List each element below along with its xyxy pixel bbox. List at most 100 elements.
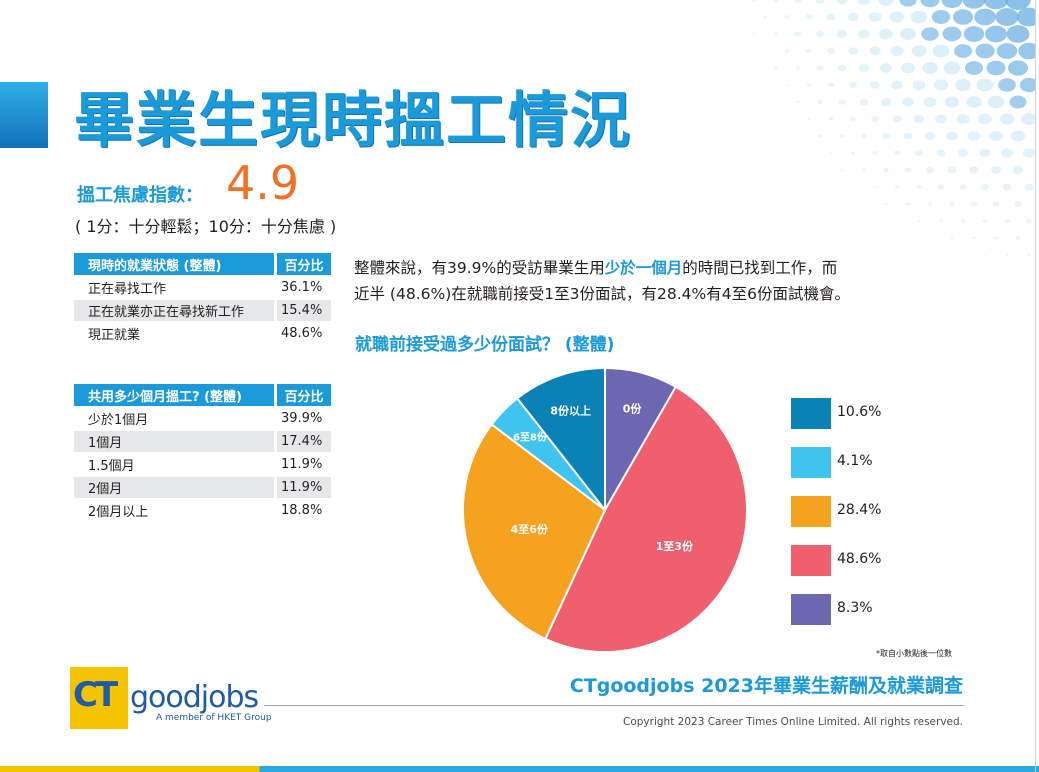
decorative-dot <box>993 236 999 240</box>
decorative-dot <box>1014 201 1022 207</box>
decorative-dot <box>1001 148 1013 158</box>
decorative-dot <box>921 27 939 41</box>
decorative-dot <box>964 61 984 75</box>
decorative-dot <box>942 26 962 42</box>
decorative-dot <box>940 254 942 256</box>
decorative-dot <box>907 237 909 239</box>
decorative-dot <box>815 0 825 4</box>
decorative-dot <box>742 16 744 18</box>
legend-label: 10.6% <box>837 404 882 420</box>
chart-footnote: *取自小數點後一位數 <box>876 649 952 658</box>
row-label: 正在尋找工作 <box>74 277 277 298</box>
decorative-dot <box>857 29 871 39</box>
decorative-dot <box>982 219 988 223</box>
row-value: 17.4% <box>277 431 331 452</box>
decorative-dot <box>944 96 960 108</box>
decorative-dot <box>890 45 904 57</box>
decorative-dot <box>913 114 925 124</box>
decorative-dot <box>969 166 979 174</box>
decorative-dot <box>899 0 917 7</box>
decorative-dot <box>795 66 801 70</box>
pie-slice-label: 8份以上 <box>550 404 591 418</box>
decorative-dot <box>998 78 1016 92</box>
decorative-dot <box>984 254 986 256</box>
decorative-dot <box>836 30 848 38</box>
decorative-dot <box>784 15 790 19</box>
decorative-dot <box>952 9 974 25</box>
decorative-dot <box>848 47 858 55</box>
row-value: 18.8% <box>281 503 323 518</box>
pie-slice-label: 6至8份 <box>513 430 548 443</box>
row-value: 15.4% <box>277 300 331 321</box>
table-row: 1.5個月 11.9% <box>74 454 331 475</box>
decorative-dot <box>949 201 955 207</box>
decorative-dot <box>827 48 835 54</box>
decorative-dot <box>893 150 901 156</box>
decorative-dot <box>764 84 766 86</box>
months-to-find-job-table: 共用多少個月搵工? (整體) 百分比 少於1個月 39.9% 1個月 17.4%… <box>74 382 331 523</box>
decorative-dot <box>960 219 966 223</box>
legend-label: 28.4% <box>837 502 882 518</box>
decorative-dot <box>785 84 789 86</box>
decorative-dot <box>818 134 822 138</box>
decorative-dot <box>1027 253 1031 257</box>
decorative-dot <box>731 33 733 35</box>
decorative-dot <box>763 50 767 52</box>
decorative-dot <box>794 0 802 3</box>
decorative-dot <box>967 131 981 141</box>
decorative-dot <box>849 81 857 89</box>
decorative-dot <box>903 132 913 140</box>
decorative-dot <box>883 167 889 173</box>
decorative-dot <box>980 183 990 191</box>
decorative-dot <box>839 134 845 138</box>
decorative-dot <box>970 201 978 207</box>
decorative-dot <box>870 81 880 89</box>
decorative-dot <box>815 30 825 38</box>
decorative-dot <box>946 131 958 141</box>
decorative-dot <box>947 166 957 174</box>
decorative-dot <box>955 79 971 91</box>
decorative-dot <box>858 63 870 73</box>
decorative-dot <box>880 98 892 106</box>
decorative-dot <box>806 48 812 54</box>
decorative-dot <box>819 169 821 171</box>
percentage-column-header: 百分比 <box>277 253 331 275</box>
chart-title: 就職前接受過多少份面試？ (整體) <box>355 335 615 355</box>
decorative-dot <box>962 0 986 9</box>
decorative-dot <box>889 11 905 23</box>
decorative-dot <box>956 114 970 124</box>
decorative-dot <box>871 116 879 122</box>
decorative-dot <box>838 99 846 105</box>
pie-slice-label: 1至3份 <box>656 539 694 553</box>
decorative-dot <box>920 0 940 8</box>
bottom-color-bar <box>0 766 1039 772</box>
decorative-dot <box>1002 183 1012 191</box>
decorative-dot <box>1005 254 1009 256</box>
decorative-dot <box>830 186 832 188</box>
page-title: 畢業生現時搵工情況 <box>74 86 632 156</box>
table-row: 正在就業亦正在尋找新工作 15.4% <box>74 300 331 321</box>
decorative-dot <box>989 130 1003 142</box>
decorative-dot <box>985 25 1007 43</box>
decorative-dot <box>992 201 1000 207</box>
decorative-dot <box>796 100 800 104</box>
decorative-dot <box>999 113 1015 125</box>
decorative-dot <box>879 28 893 40</box>
decorative-dot <box>995 8 1019 26</box>
summary-text: 整體來說，有39.9%的受訪畢業生用 <box>354 259 605 277</box>
decorative-dot <box>775 135 777 137</box>
decorative-dot <box>785 49 789 53</box>
decorative-dot <box>926 167 934 173</box>
decorative-dot <box>891 80 903 90</box>
decorative-dot <box>972 236 976 240</box>
anxiety-index-label: 搵工焦慮指數： <box>77 185 203 206</box>
decorative-dot <box>860 133 868 139</box>
decorative-dot <box>840 168 844 172</box>
decorative-dot <box>911 45 927 57</box>
decorative-dot <box>1016 7 1035 27</box>
decorative-dot <box>894 185 900 189</box>
decorative-dot <box>932 44 950 58</box>
decorative-dot <box>904 167 912 173</box>
decorative-dot <box>878 0 894 6</box>
decorative-dot <box>1006 25 1030 43</box>
